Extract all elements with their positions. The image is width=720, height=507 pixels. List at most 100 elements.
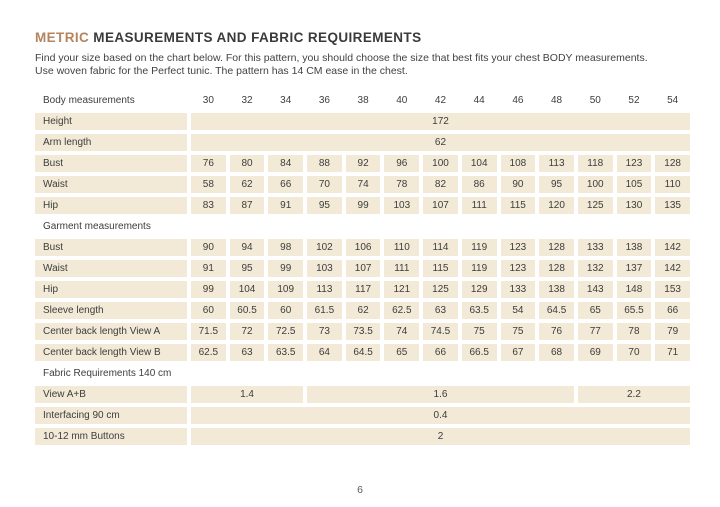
row-label: Sleeve length [35,302,187,319]
value-cell: 95 [539,176,574,193]
value-cell: 88 [307,155,342,172]
value-cell: 54 [500,302,536,319]
value-cell: 62.5 [384,302,420,319]
value-cell: 110 [384,239,420,256]
value-cell: 62 [229,176,265,193]
value-cell: 104 [229,281,265,298]
value-cell: 60 [191,302,226,319]
value-cell: 121 [384,281,420,298]
page-content: METRIC MEASUREMENTS AND FABRIC REQUIREME… [35,30,690,445]
value-cell: 77 [577,323,613,340]
value-cell: 142 [655,239,690,256]
span-value-cell: 2.2 [577,386,690,403]
value-cell: 113 [307,281,342,298]
value-cell: 111 [461,197,497,214]
value-cell: 123 [500,239,536,256]
row-label: Waist [35,176,187,193]
size-column-header-40: 40 [396,95,408,106]
value-cell: 71.5 [191,323,226,340]
value-cell: 72 [229,323,265,340]
value-cell: 119 [461,260,497,277]
value-cell: 74 [345,176,381,193]
value-cell: 63.5 [461,302,497,319]
value-cell: 72.5 [268,323,304,340]
merged-value-cell: 172 [191,113,690,130]
value-cell: 64.5 [539,302,574,319]
value-cell: 84 [268,155,304,172]
row-label: Hip [35,197,187,214]
value-cell: 128 [539,260,574,277]
value-cell: 70 [307,176,342,193]
value-cell: 135 [655,197,690,214]
page-title: METRIC MEASUREMENTS AND FABRIC REQUIREME… [35,30,690,45]
value-cell: 63 [423,302,458,319]
value-cell: 100 [423,155,458,172]
value-cell: 99 [191,281,226,298]
value-cell: 90 [191,239,226,256]
value-cell: 107 [423,197,458,214]
value-cell: 78 [616,323,652,340]
value-cell: 125 [423,281,458,298]
value-cell: 60 [268,302,304,319]
merged-value-cell: 62 [191,134,690,151]
intro-line-2: Use woven fabric for the Perfect tunic. … [35,65,408,77]
value-cell: 61.5 [307,302,342,319]
value-cell: 73 [307,323,342,340]
size-column-header-38: 38 [357,95,369,106]
value-cell: 73.5 [345,323,381,340]
size-column-header-44: 44 [473,95,485,106]
value-cell: 94 [229,239,265,256]
value-cell: 66 [268,176,304,193]
value-cell: 74.5 [423,323,458,340]
value-cell: 117 [345,281,381,298]
value-cell: 75 [500,323,536,340]
value-cell: 95 [229,260,265,277]
value-cell: 125 [577,197,613,214]
section-label: Fabric Requirements 140 cm [43,368,172,379]
value-cell: 91 [191,260,226,277]
span-value-cell: 1.6 [307,386,574,403]
value-cell: 58 [191,176,226,193]
span-value-cell: 1.4 [191,386,304,403]
value-cell: 103 [384,197,420,214]
value-cell: 110 [655,176,690,193]
value-cell: 62 [345,302,381,319]
value-cell: 98 [268,239,304,256]
value-cell: 129 [461,281,497,298]
value-cell: 133 [577,239,613,256]
value-cell: 87 [229,197,265,214]
value-cell: 102 [307,239,342,256]
value-cell: 123 [616,155,652,172]
value-cell: 118 [577,155,613,172]
value-cell: 142 [655,260,690,277]
page-title-accent: METRIC [35,30,90,45]
value-cell: 90 [500,176,536,193]
size-column-header-34: 34 [280,95,292,106]
value-cell: 82 [423,176,458,193]
size-column-header-30: 30 [202,95,214,106]
value-cell: 80 [229,155,265,172]
value-cell: 107 [345,260,381,277]
size-column-header-36: 36 [318,95,330,106]
value-cell: 91 [268,197,304,214]
row-label: Arm length [35,134,187,151]
value-cell: 115 [423,260,458,277]
value-cell: 99 [268,260,304,277]
value-cell: 103 [307,260,342,277]
value-cell: 86 [461,176,497,193]
measurement-table: Body measurements 30 32 34 36 38 40 42 44 46 48 50 5… [35,92,690,445]
value-cell: 100 [577,176,613,193]
row-label: Bust [35,239,187,256]
value-cell: 79 [655,323,690,340]
merged-value-cell: 2 [191,428,690,445]
value-cell: 106 [345,239,381,256]
row-label: Waist [35,260,187,277]
intro-line-1: Find your size based on the chart below.… [35,52,648,64]
size-column-header-32: 32 [241,95,253,106]
row-label: Center back length View A [35,323,187,340]
value-cell: 65.5 [616,302,652,319]
row-label: View A+B [35,386,187,403]
size-column-header-54: 54 [667,95,679,106]
value-cell: 71 [655,344,690,361]
